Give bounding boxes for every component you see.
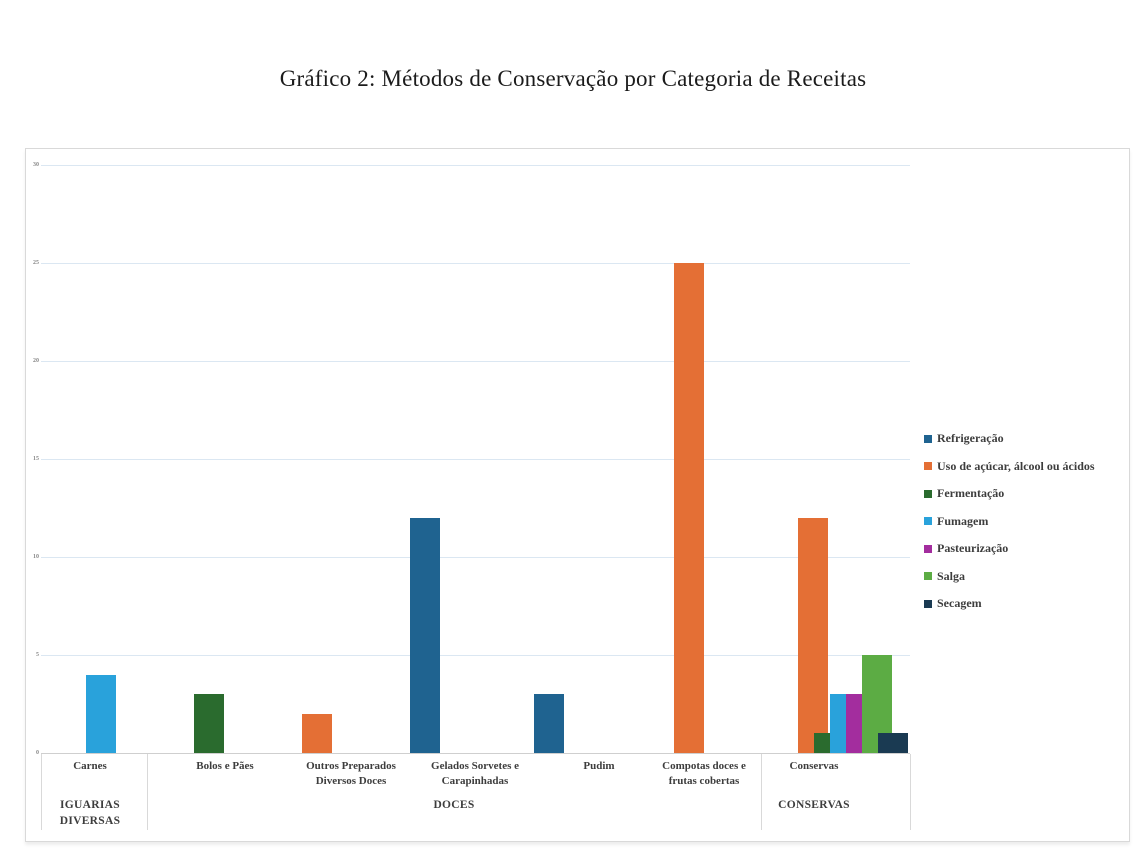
legend-swatch-icon xyxy=(924,517,932,525)
chart-legend: Refrigeração Uso de açúcar, álcool ou áci… xyxy=(924,431,1095,625)
gridline xyxy=(41,361,910,362)
legend-item: Pasteurização xyxy=(924,541,1095,555)
gridline xyxy=(41,165,910,166)
legend-item: Fumagem xyxy=(924,513,1095,528)
legend-label: Fermentação xyxy=(937,486,1005,500)
category-label: Bolos e Pães xyxy=(196,760,254,772)
legend-item: Fermentação xyxy=(924,486,1095,500)
bar-fermentação xyxy=(194,694,224,753)
category-label: Outros Preparados Diversos Doces xyxy=(306,760,396,787)
axis-group-divider xyxy=(910,754,911,830)
bar-uso-de-açúcar-álcool-ou-ácidos xyxy=(674,263,704,753)
legend-label: Uso de açúcar, álcool ou ácidos xyxy=(937,458,1095,473)
legend-swatch-icon xyxy=(924,572,932,580)
legend-label: Salga xyxy=(937,568,966,583)
chart-title: Gráfico 2: Métodos de Conservação por Ca… xyxy=(279,66,867,91)
bar-refrigeração xyxy=(534,694,564,753)
gridline xyxy=(41,263,910,264)
y-axis-tick-label: 0 xyxy=(36,750,39,756)
y-axis-tick-label: 15 xyxy=(33,456,39,462)
y-axis-tick-label: 10 xyxy=(33,554,39,560)
legend-swatch-icon xyxy=(924,544,932,553)
y-axis-tick-label: 30 xyxy=(33,162,39,168)
chart-container: 0 5 10 15 20 25 30 Carnes Bolos e Pães Outros Pre… xyxy=(25,148,1130,842)
axis-group-divider xyxy=(41,754,42,830)
axis-group-label: CONSERVAS xyxy=(778,799,850,811)
legend-swatch-icon xyxy=(924,434,932,443)
category-label: Carnes xyxy=(73,760,107,772)
bar-secagem xyxy=(878,733,908,753)
y-axis-tick-label: 20 xyxy=(33,358,39,364)
x-axis-line xyxy=(41,753,910,754)
gridline xyxy=(41,459,910,460)
category-label: Pudim xyxy=(583,760,615,772)
category-label: Compotas doces e frutas cobertas xyxy=(662,760,746,787)
legend-swatch-icon xyxy=(924,599,932,608)
legend-label: Fumagem xyxy=(937,513,989,528)
bar-refrigeração xyxy=(410,517,440,753)
bar-uso-de-açúcar-álcool-ou-ácidos xyxy=(302,713,332,753)
gridline xyxy=(41,557,910,558)
legend-item: Secagem xyxy=(924,596,1095,610)
legend-label: Secagem xyxy=(937,596,982,610)
gridline xyxy=(41,655,910,656)
axis-group-label: IGUARIAS DIVERSAS xyxy=(59,799,121,827)
legend-item: Refrigeração xyxy=(924,431,1095,445)
bar-uso-de-açúcar-álcool-ou-ácidos xyxy=(798,517,828,753)
legend-item: Uso de açúcar, álcool ou ácidos xyxy=(924,458,1095,473)
axis-group-divider xyxy=(761,754,762,830)
y-axis-tick-label: 5 xyxy=(36,652,39,658)
bar-fumagem xyxy=(86,674,116,753)
legend-swatch-icon xyxy=(924,489,932,498)
axis-group-label: DOCES xyxy=(433,799,475,811)
category-label: Conservas xyxy=(789,760,839,772)
category-label: Gelados Sorvetes e Carapinhadas xyxy=(431,760,519,787)
axis-group-divider xyxy=(147,754,148,830)
legend-swatch-icon xyxy=(924,462,932,470)
legend-item: Salga xyxy=(924,568,1095,583)
legend-label: Pasteurização xyxy=(937,541,1009,555)
legend-label: Refrigeração xyxy=(937,431,1004,445)
y-axis-tick-label: 25 xyxy=(33,260,39,266)
